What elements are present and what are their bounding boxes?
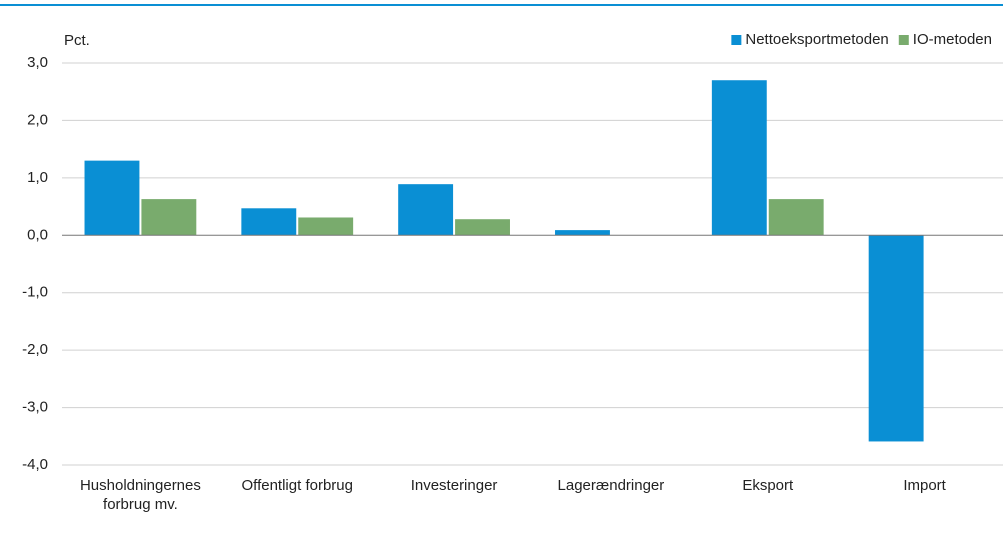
bar (141, 199, 197, 236)
bar (298, 217, 354, 236)
bar (768, 199, 824, 236)
y-tick-label: 0,0 (27, 226, 48, 243)
bar (398, 184, 454, 236)
x-tick-label: Offentligt forbrug (241, 477, 353, 494)
legend-label: IO-metoden (913, 31, 992, 48)
y-tick-label: 3,0 (27, 54, 48, 71)
legend-label: Nettoeksportmetoden (745, 31, 888, 48)
x-tick-label: Eksport (742, 477, 794, 494)
bar (868, 235, 924, 442)
x-tick-label: Investeringer (410, 477, 498, 494)
y-tick-label: 2,0 (27, 111, 48, 128)
x-tick-label: Husholdningernes forbrug mv. (79, 477, 201, 513)
bar (241, 208, 297, 236)
y-tick-label: -4,0 (22, 456, 48, 473)
y-tick-label: -3,0 (22, 399, 48, 416)
y-axis-label: Pct. (64, 32, 90, 49)
y-tick-label: -1,0 (22, 284, 48, 301)
x-tick-label: Lagerændringer (557, 477, 665, 494)
bar (455, 219, 510, 236)
bar (711, 80, 767, 236)
x-tick-label: Import (903, 477, 946, 494)
legend-swatch (731, 35, 742, 45)
bar (84, 160, 140, 236)
bar (555, 230, 610, 236)
y-tick-label: 1,0 (27, 169, 48, 186)
legend-swatch (898, 35, 909, 45)
y-tick-label: -2,0 (22, 341, 48, 358)
